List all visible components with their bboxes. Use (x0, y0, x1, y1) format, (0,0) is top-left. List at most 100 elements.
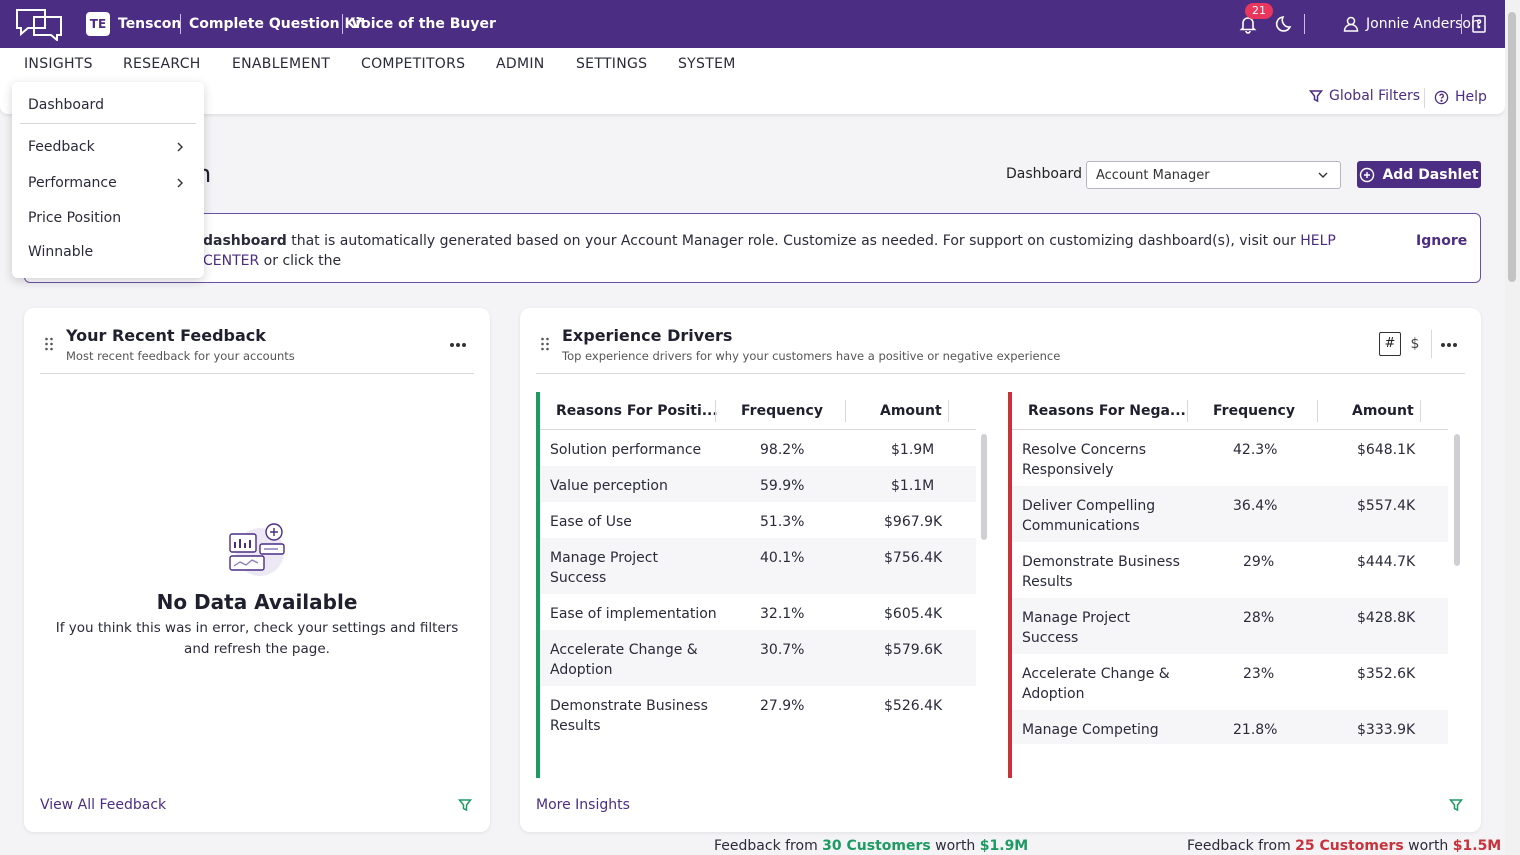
user-menu[interactable]: Jonnie Anderson (1342, 0, 1480, 48)
empty-chart-illustration-icon (229, 523, 285, 576)
menu-item-performance[interactable]: Performance (28, 175, 117, 191)
table-scrollbar[interactable] (1454, 434, 1460, 566)
nav-enablement[interactable]: ENABLEMENT (232, 56, 331, 72)
nav-insights[interactable]: INSIGHTS (24, 56, 93, 72)
table-row[interactable]: Manage Project Success 28% $428.8K (1012, 598, 1448, 654)
menu-item-dashboard[interactable]: Dashboard (28, 97, 104, 113)
table-body: Solution performance 98.2% $1.9M Value p… (540, 430, 976, 744)
help-center-link[interactable]: HELP CENTER (203, 233, 1336, 269)
nav-settings[interactable]: SETTINGS (576, 56, 648, 72)
table-row[interactable]: Manage Project Success 40.1% $756.4K (540, 538, 976, 594)
table-row[interactable]: Accelerate Change & Adoption 23% $352.6K (1012, 654, 1448, 710)
nav-system[interactable]: SYSTEM (678, 56, 736, 72)
dashboard-select[interactable]: Account Manager (1086, 161, 1341, 189)
worth-amount: $1.9M (979, 838, 1029, 854)
help-circle-icon (1434, 90, 1449, 104)
column-header-frequency[interactable]: Frequency (741, 403, 823, 419)
table-header: Reasons For Positi... Frequency Amount (540, 392, 976, 430)
help-button[interactable]: Help (1434, 89, 1487, 105)
customer-count: 30 Customers (822, 838, 931, 854)
divider (1424, 88, 1425, 108)
table-scrollbar[interactable] (981, 434, 987, 540)
divider (845, 400, 846, 422)
column-header-amount[interactable]: Amount (880, 403, 942, 419)
more-options-icon[interactable] (1440, 342, 1458, 348)
column-header-reason[interactable]: Reasons For Nega... (1028, 403, 1186, 419)
reason-cell: Ease of Use (550, 514, 632, 530)
amount-cell: $1.9M (891, 442, 935, 458)
divider (1431, 330, 1432, 358)
frequency-cell: 23% (1243, 666, 1275, 682)
table-row[interactable]: Manage Competing 21.8% $333.9K (1012, 710, 1448, 744)
amount-cell: $648.1K (1357, 442, 1416, 458)
column-header-frequency[interactable]: Frequency (1213, 403, 1295, 419)
card-subtitle: Top experience drivers for why your cust… (562, 349, 1061, 363)
reason-cell: Accelerate Change & Adoption (1022, 666, 1170, 702)
notification-badge: 21 (1245, 3, 1273, 19)
table-row[interactable]: Deliver Compelling Communications 36.4% … (1012, 486, 1448, 542)
add-dashlet-label: Add Dashlet (1382, 166, 1479, 183)
negative-drivers-table: Reasons For Nega... Frequency Amount Res… (1008, 392, 1501, 854)
amount-cell: $1.1M (891, 478, 935, 494)
banner-bold: dashboard (203, 233, 287, 249)
table-row[interactable]: Ease of implementation 32.1% $605.4K (540, 594, 976, 630)
menu-item-price-position[interactable]: Price Position (28, 210, 122, 226)
org-name[interactable]: Tenscon (118, 16, 182, 32)
dashboard-label: Dashboard (1006, 166, 1082, 182)
moon-icon[interactable] (1275, 14, 1295, 34)
column-header-reason[interactable]: Reasons For Positi... (556, 403, 718, 419)
more-insights-link[interactable]: More Insights (536, 797, 630, 813)
summary-mid: worth (930, 838, 980, 854)
amount-toggle[interactable]: $ (1410, 336, 1420, 352)
page-scroll-thumb[interactable] (1508, 12, 1516, 282)
divider (1304, 14, 1305, 34)
table-row[interactable]: Solution performance 98.2% $1.9M (540, 430, 976, 466)
amount-cell: $756.4K (884, 550, 943, 566)
chat-logo-icon[interactable] (14, 7, 64, 41)
reason-cell: Manage Project Success (1022, 610, 1130, 646)
table-row[interactable]: Demonstrate Business Results 29% $444.7K (1012, 542, 1448, 598)
table-row[interactable]: Resolve Concerns Responsively 42.3% $648… (1012, 430, 1448, 486)
frequency-cell: 28% (1243, 610, 1275, 626)
amount-cell: $352.6K (1357, 666, 1416, 682)
filter-icon[interactable] (458, 798, 472, 812)
divider (1420, 400, 1421, 422)
view-all-feedback-link[interactable]: View All Feedback (40, 797, 167, 813)
reason-cell: Manage Competing (1022, 722, 1159, 738)
add-dashlet-button[interactable]: Add Dashlet (1357, 161, 1481, 188)
count-toggle[interactable]: # (1379, 332, 1401, 356)
card-title: Your Recent Feedback (66, 326, 266, 345)
column-header-amount[interactable]: Amount (1352, 403, 1414, 419)
reason-cell: Solution performance (550, 442, 702, 458)
amount-cell: $526.4K (884, 698, 943, 714)
table-row[interactable]: Demonstrate Business Results 27.9% $526.… (540, 686, 976, 742)
program-name[interactable]: Voice of the Buyer (351, 16, 496, 32)
chevron-down-icon (1318, 172, 1328, 178)
card-title: Experience Drivers (562, 326, 733, 345)
summary-prefix: Feedback from (714, 838, 823, 854)
positive-drivers-table: Reasons For Positi... Frequency Amount S… (536, 392, 1028, 854)
kit-name[interactable]: Complete Question Kit (189, 16, 367, 32)
menu-item-winnable[interactable]: Winnable (28, 244, 94, 260)
table-row[interactable]: Accelerate Change & Adoption 30.7% $579.… (540, 630, 976, 686)
drag-handle-icon[interactable] (540, 337, 550, 353)
org-badge[interactable]: TE (86, 12, 110, 36)
nav-research[interactable]: RESEARCH (123, 56, 201, 72)
global-filters-button[interactable]: Global Filters (1309, 88, 1420, 104)
divider (715, 400, 716, 422)
nav-competitors[interactable]: COMPETITORS (361, 56, 466, 72)
nav-admin[interactable]: ADMIN (496, 56, 545, 72)
frequency-cell: 40.1% (760, 550, 805, 566)
filter-icon[interactable] (1449, 798, 1463, 812)
drag-handle-icon[interactable] (44, 337, 54, 353)
more-options-icon[interactable] (449, 342, 467, 348)
menu-item-feedback[interactable]: Feedback (28, 139, 95, 155)
user-name: Jonnie Anderson (1366, 16, 1480, 32)
frequency-cell: 27.9% (760, 698, 805, 714)
reason-cell: Accelerate Change & Adoption (550, 642, 698, 678)
plus-circle-icon (1360, 167, 1375, 182)
help-book-icon[interactable] (1469, 14, 1489, 34)
table-row[interactable]: Ease of Use 51.3% $967.9K (540, 502, 976, 538)
table-row[interactable]: Value perception 59.9% $1.1M (540, 466, 976, 502)
ignore-button[interactable]: Ignore (1416, 233, 1468, 249)
